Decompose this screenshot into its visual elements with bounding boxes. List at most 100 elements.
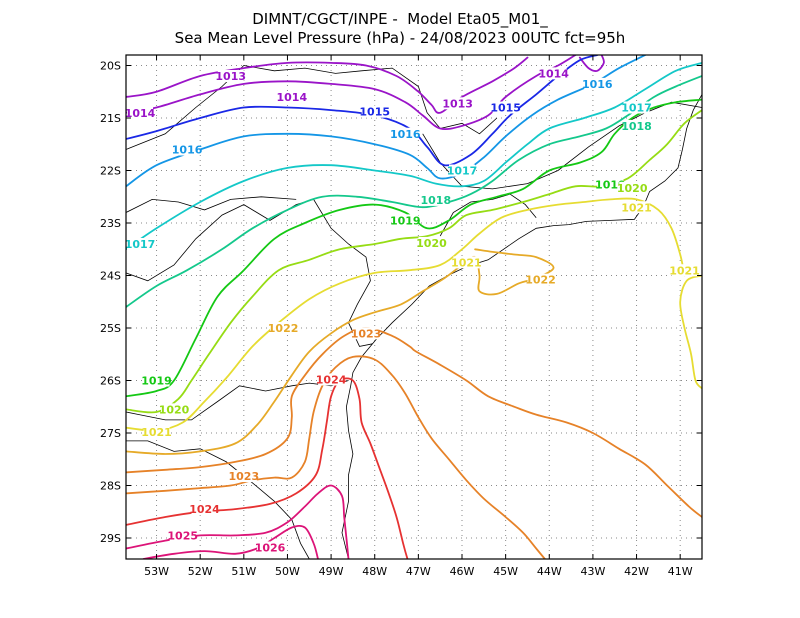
isobar-label-bg — [527, 273, 554, 286]
isobar-label-bg — [540, 67, 567, 80]
lat-tick-label: 25S — [100, 322, 121, 335]
isobar-label-bg — [449, 164, 475, 177]
isobar-1020 — [126, 109, 702, 414]
isobar-label-bg — [127, 106, 153, 119]
isobar-1023 — [126, 327, 702, 518]
isobar-label-bg — [169, 529, 196, 542]
isobar-label: 1013 — [215, 70, 246, 83]
graticule — [126, 55, 702, 559]
isobar-label: 1023 — [229, 470, 260, 483]
isobar-label: 1014 — [538, 67, 569, 80]
isobar-label-bg — [492, 101, 519, 114]
isobar-label-bg — [418, 236, 445, 249]
lon-tick-label: 49W — [319, 565, 344, 578]
isobar-label-bg — [392, 214, 419, 227]
isobar-label: 1017 — [621, 102, 652, 115]
isobar-label: 1025 — [167, 529, 198, 542]
lon-tick-label: 43W — [580, 565, 605, 578]
isobar-label: 1024 — [189, 503, 220, 516]
coastline — [341, 94, 702, 559]
isobar-label-bg — [318, 373, 345, 386]
isobar-label-bg — [623, 201, 650, 214]
isobar-label-bg — [597, 178, 624, 191]
isobar-label-bg — [619, 181, 646, 194]
isobar-1024 — [126, 377, 409, 559]
lon-tick-label: 52W — [188, 565, 213, 578]
isobar-label: 1021 — [451, 256, 482, 269]
lon-tick-label: 48W — [362, 565, 387, 578]
isobar-label-bg — [453, 256, 480, 269]
isobar-label: 1021 — [621, 201, 652, 214]
lon-tick-label: 44W — [537, 565, 562, 578]
isobar-label: 1023 — [351, 327, 382, 340]
lat-tick-label: 29S — [100, 532, 121, 545]
title-line-2: Sea Mean Level Pressure (hPa) - 24/08/20… — [175, 29, 626, 47]
isobar-label: 1019 — [141, 375, 172, 388]
lon-tick-label: 50W — [275, 565, 300, 578]
isobar-1019 — [126, 98, 702, 398]
plot-frame — [125, 54, 703, 560]
isobar-1021 — [679, 274, 702, 390]
isobar-label-bg — [422, 193, 449, 206]
isobar-label-bg — [143, 425, 170, 438]
isobar-label-bg — [191, 503, 218, 516]
isobar-label-bg — [230, 470, 257, 483]
isobar-label-bg — [361, 105, 388, 118]
lon-tick-label: 46W — [450, 565, 475, 578]
lon-tick-label: 53W — [144, 565, 169, 578]
lon-tick-label: 45W — [493, 565, 518, 578]
isobar-label: 1020 — [617, 182, 648, 195]
isobar-label-bg — [161, 403, 187, 416]
isobar-label-bg — [174, 143, 201, 156]
lat-tick-label: 27S — [100, 427, 121, 440]
isobar-label-bg — [392, 127, 419, 140]
state-border — [126, 198, 373, 347]
lat-tick-label: 28S — [100, 480, 121, 493]
isobar-label: 1021 — [141, 426, 172, 439]
lat-tick-label: 23S — [100, 217, 121, 230]
isobar-layer — [126, 55, 702, 559]
isobar-1022 — [126, 248, 555, 455]
lat-tick-label: 20S — [100, 60, 121, 73]
lon-tick-label: 42W — [624, 565, 649, 578]
isobar-1013 — [126, 56, 529, 114]
lon-tick-label: 47W — [406, 565, 431, 578]
lat-tick-label: 21S — [100, 112, 121, 125]
isobar-label: 1016 — [172, 144, 203, 157]
isobar-1015 — [126, 55, 599, 167]
isobar-1013 — [578, 55, 605, 72]
isobar-label: 1017 — [447, 165, 478, 178]
isobar-label-bg — [671, 264, 698, 277]
isobar-label: 1013 — [442, 97, 473, 110]
lat-tick-label: 26S — [100, 375, 121, 388]
isobar-label-bg — [257, 541, 283, 554]
isobar-label: 1014 — [277, 91, 308, 104]
isobar-label-bg — [353, 327, 379, 340]
isobar-label: 1016 — [582, 78, 613, 91]
isobar-label: 1019 — [595, 179, 626, 192]
isobar-label: 1018 — [421, 194, 452, 207]
lon-tick-label: 41W — [668, 565, 693, 578]
lat-tick-label: 22S — [100, 165, 121, 178]
axis-ticks: 53W 52W 51W 50W 49W 48W 47W 46W 45W 44W 43W 42W 41W 2… — [100, 55, 702, 578]
isobar-label-bg — [623, 101, 650, 114]
state-border — [126, 380, 349, 421]
isobar-label-bg — [143, 374, 170, 387]
isobar-1017 — [126, 62, 702, 251]
state-border — [439, 193, 537, 237]
isobar-label: 1024 — [316, 373, 347, 386]
isobar-label-bg — [127, 238, 153, 250]
isobar-label: 1021 — [669, 264, 700, 277]
isobar-1014 — [126, 55, 577, 131]
isobar-label: 1022 — [268, 322, 299, 335]
isobar-label: 1020 — [416, 237, 447, 250]
isobar-1021 — [126, 197, 686, 432]
isobar-1025 — [126, 484, 350, 559]
isobar-label: 1022 — [525, 274, 556, 287]
title-line-1: DIMNT/CGCT/INPE - Model Eta05_M01_ — [252, 10, 548, 29]
state-border — [126, 196, 297, 213]
lat-tick-label: 24S — [100, 270, 121, 283]
isobar-label: 1020 — [159, 403, 190, 416]
